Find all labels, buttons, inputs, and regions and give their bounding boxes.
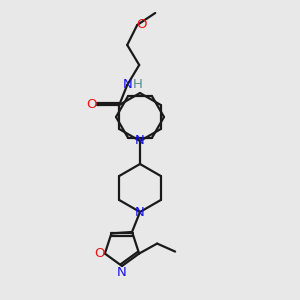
Text: O: O [86, 98, 97, 112]
Text: N: N [122, 77, 132, 91]
Text: N: N [135, 206, 145, 218]
Text: N: N [117, 266, 127, 278]
Text: N: N [135, 134, 145, 148]
Text: O: O [136, 17, 146, 31]
Text: O: O [94, 247, 105, 260]
Text: H: H [132, 77, 142, 91]
